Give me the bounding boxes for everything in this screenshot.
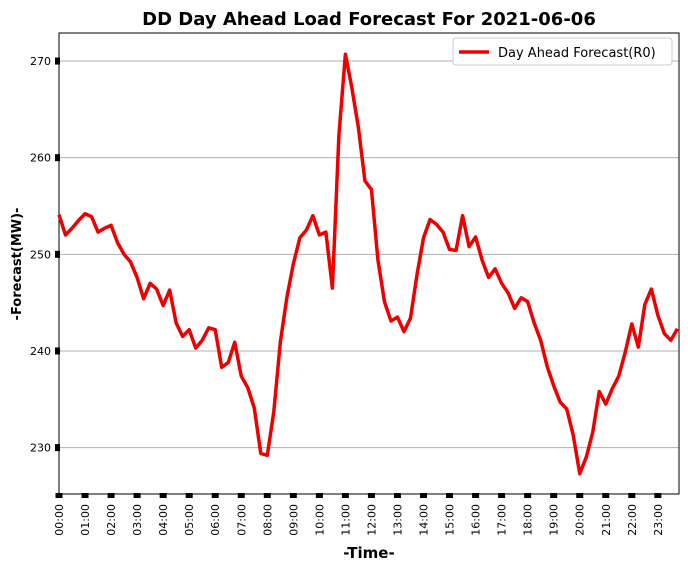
x-tick-mark xyxy=(185,493,193,498)
legend-box xyxy=(452,37,673,66)
plot-frame xyxy=(58,32,680,495)
x-tick-mark xyxy=(341,493,349,498)
x-tick-label: 07:00 xyxy=(235,504,248,536)
x-tick-label: 11:00 xyxy=(339,504,352,536)
y-tick-label: 250 xyxy=(30,248,51,261)
x-tick-mark xyxy=(550,493,558,498)
x-tick-mark xyxy=(55,493,63,498)
x-tick-label: 10:00 xyxy=(313,504,326,536)
y-tick-mark xyxy=(55,154,60,162)
x-tick-label: 01:00 xyxy=(79,504,92,536)
y-tick-label: 240 xyxy=(30,345,51,358)
x-tick-mark xyxy=(107,493,115,498)
y-tick-label: 230 xyxy=(30,442,51,455)
y-tick-mark xyxy=(55,444,60,452)
x-tick-mark xyxy=(237,493,245,498)
x-axis-label: -Time- xyxy=(343,544,394,562)
x-tick-label: 21:00 xyxy=(600,504,613,536)
x-tick-label: 19:00 xyxy=(548,504,561,536)
y-axis-label: -Forecast(MW)- xyxy=(10,208,25,321)
x-tick-mark xyxy=(446,493,454,498)
x-tick-label: 17:00 xyxy=(496,504,509,536)
x-tick-mark xyxy=(654,493,662,498)
x-tick-label: 12:00 xyxy=(365,504,378,536)
x-tick-label: 14:00 xyxy=(418,504,431,536)
x-tick-mark xyxy=(315,493,323,498)
x-tick-mark xyxy=(81,493,89,498)
x-tick-label: 23:00 xyxy=(652,504,665,536)
y-tick-mark xyxy=(55,250,60,258)
x-tick-label: 08:00 xyxy=(261,504,274,536)
x-tick-label: 22:00 xyxy=(626,504,639,536)
x-tick-label: 20:00 xyxy=(574,504,587,536)
x-tick-label: 09:00 xyxy=(287,504,300,536)
x-tick-mark xyxy=(133,493,141,498)
x-tick-mark xyxy=(289,493,297,498)
y-tick-mark xyxy=(55,57,60,65)
x-tick-label: 18:00 xyxy=(522,504,535,536)
x-tick-label: 05:00 xyxy=(183,504,196,536)
legend-label: Day Ahead Forecast(R0) xyxy=(498,46,656,61)
x-tick-mark xyxy=(628,493,636,498)
y-tick-label: 260 xyxy=(30,152,51,165)
x-tick-mark xyxy=(367,493,375,498)
x-tick-mark xyxy=(420,493,428,498)
x-tick-label: 16:00 xyxy=(470,504,483,536)
x-tick-label: 15:00 xyxy=(444,504,457,536)
x-tick-mark xyxy=(211,493,219,498)
x-tick-mark xyxy=(159,493,167,498)
x-tick-mark xyxy=(602,493,610,498)
x-tick-mark xyxy=(576,493,584,498)
x-tick-label: 13:00 xyxy=(391,504,404,536)
y-tick-mark xyxy=(55,347,60,355)
y-tick-label: 270 xyxy=(30,55,51,68)
x-tick-mark xyxy=(263,493,271,498)
x-tick-label: 03:00 xyxy=(131,504,144,536)
x-tick-label: 02:00 xyxy=(105,504,118,536)
series-line xyxy=(57,52,679,476)
x-tick-mark xyxy=(393,493,401,498)
x-tick-mark xyxy=(524,493,532,498)
x-tick-label: 00:00 xyxy=(53,504,66,536)
x-tick-label: 04:00 xyxy=(157,504,170,536)
chart-title: DD Day Ahead Load Forecast For 2021-06-0… xyxy=(142,9,596,30)
x-tick-label: 06:00 xyxy=(209,504,222,536)
x-tick-mark xyxy=(498,493,506,498)
x-tick-mark xyxy=(472,493,480,498)
